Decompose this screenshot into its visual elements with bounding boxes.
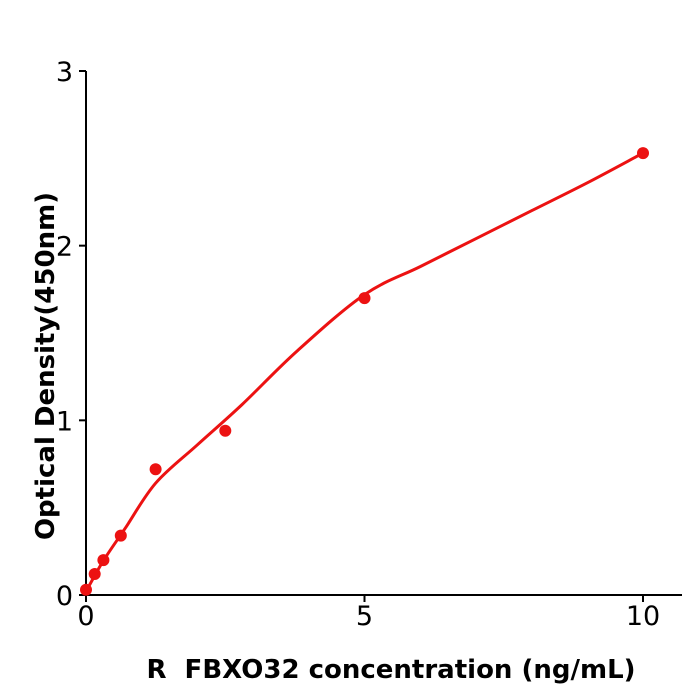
x-axis-label: R FBXO32 concentration (ng/mL) [146, 655, 635, 685]
x-axis-ticks: 0 5 10 [77, 595, 660, 632]
data-point [97, 554, 110, 567]
x-tick-label: 10 [626, 601, 660, 632]
y-tick-label: 3 [56, 57, 73, 88]
data-point [149, 463, 162, 476]
data-point [358, 292, 371, 305]
x-tick-label: 5 [356, 601, 373, 632]
y-tick-label: 2 [56, 232, 73, 263]
y-tick-label: 1 [56, 406, 73, 437]
fitted-curve-line [84, 151, 645, 593]
data-point [88, 568, 101, 580]
data-point [80, 583, 92, 596]
data-point [637, 147, 649, 160]
data-points [80, 147, 649, 596]
data-point [114, 529, 127, 542]
axes-spines [85, 71, 682, 596]
data-point [219, 424, 232, 437]
y-tick-label: 0 [56, 581, 73, 612]
y-axis-label: Optical Density(450nm) [31, 192, 61, 540]
x-tick-label: 0 [77, 601, 94, 632]
